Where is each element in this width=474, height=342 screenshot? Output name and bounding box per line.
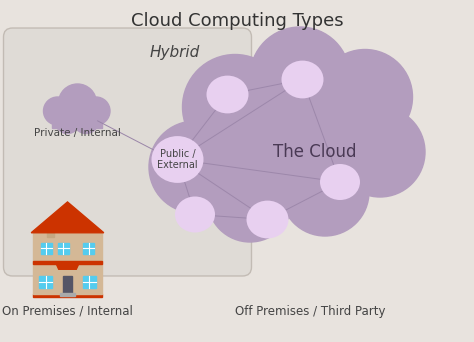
Ellipse shape bbox=[320, 164, 360, 200]
Bar bbox=[83, 276, 96, 288]
Circle shape bbox=[335, 107, 425, 197]
Bar bbox=[33, 261, 101, 294]
Circle shape bbox=[55, 108, 80, 133]
Bar bbox=[33, 294, 101, 297]
Bar bbox=[46, 221, 55, 223]
Text: Hybrid: Hybrid bbox=[150, 44, 200, 60]
Bar bbox=[53, 118, 101, 128]
Ellipse shape bbox=[246, 201, 289, 238]
Circle shape bbox=[58, 84, 97, 122]
Circle shape bbox=[215, 72, 355, 212]
Circle shape bbox=[149, 121, 241, 213]
Bar bbox=[47, 221, 54, 237]
Ellipse shape bbox=[207, 76, 248, 114]
Circle shape bbox=[82, 97, 110, 125]
Bar bbox=[63, 276, 73, 294]
Bar bbox=[58, 243, 69, 254]
Bar bbox=[83, 243, 94, 254]
Ellipse shape bbox=[175, 197, 215, 233]
Text: On Premises / Internal: On Premises / Internal bbox=[2, 304, 133, 317]
Text: Cloud Computing Types: Cloud Computing Types bbox=[131, 12, 343, 30]
Ellipse shape bbox=[152, 136, 203, 183]
Polygon shape bbox=[31, 202, 104, 233]
Bar bbox=[60, 293, 75, 296]
Text: Off Premises / Third Party: Off Premises / Third Party bbox=[235, 304, 385, 317]
Bar bbox=[41, 243, 52, 254]
Text: The Cloud: The Cloud bbox=[273, 143, 357, 161]
Circle shape bbox=[318, 50, 412, 145]
Text: Private / Internal: Private / Internal bbox=[34, 128, 121, 138]
Circle shape bbox=[44, 97, 72, 125]
Circle shape bbox=[73, 108, 99, 133]
Text: Public /
External: Public / External bbox=[157, 149, 198, 170]
Circle shape bbox=[208, 157, 292, 242]
Bar bbox=[33, 233, 101, 261]
Circle shape bbox=[182, 54, 288, 159]
FancyBboxPatch shape bbox=[3, 28, 252, 276]
Circle shape bbox=[250, 27, 350, 127]
Bar bbox=[33, 261, 101, 264]
Polygon shape bbox=[56, 264, 79, 269]
Bar bbox=[39, 276, 52, 288]
Circle shape bbox=[281, 148, 369, 236]
Ellipse shape bbox=[282, 61, 323, 98]
